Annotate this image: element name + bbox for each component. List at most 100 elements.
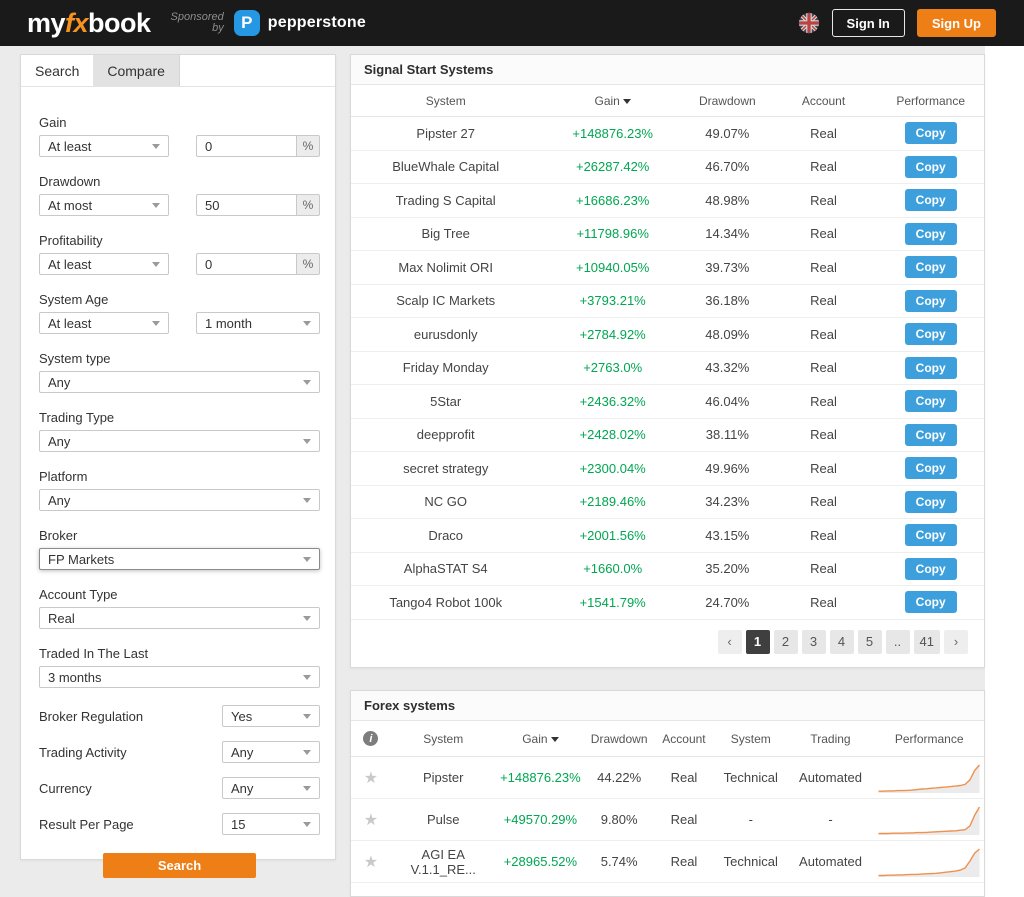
- pagination-ellipsis[interactable]: ..: [885, 629, 910, 654]
- system-name[interactable]: 5Star: [430, 393, 462, 409]
- system-name[interactable]: Trading S Capital: [395, 192, 496, 208]
- pagination-page-5[interactable]: 5: [857, 629, 882, 654]
- broker-select[interactable]: FP Markets: [39, 548, 320, 570]
- copy-button[interactable]: Copy: [904, 189, 957, 212]
- system-name[interactable]: NC GO: [424, 494, 468, 510]
- performance-sparkline[interactable]: [877, 846, 981, 878]
- pagination-prev-button[interactable]: ‹: [717, 629, 742, 654]
- pagination-page-1[interactable]: 1: [745, 629, 770, 654]
- tab-compare[interactable]: Compare: [93, 55, 180, 86]
- copy-button[interactable]: Copy: [904, 490, 957, 513]
- copy-button[interactable]: Copy: [904, 222, 957, 245]
- col-account[interactable]: Account: [662, 731, 706, 746]
- copy-button[interactable]: Copy: [904, 256, 957, 279]
- broker-regulation-select[interactable]: Yes: [222, 705, 320, 727]
- sign-up-button[interactable]: Sign Up: [916, 9, 996, 37]
- system-age-value-select[interactable]: 1 month: [196, 312, 320, 334]
- pagination-page-3[interactable]: 3: [801, 629, 826, 654]
- copy-button[interactable]: Copy: [904, 323, 957, 346]
- drawdown-value: 43.15%: [705, 527, 750, 543]
- system-age-operator-select[interactable]: At least: [39, 312, 169, 334]
- pagination-page-41[interactable]: 41: [913, 629, 940, 654]
- tab-search[interactable]: Search: [21, 55, 94, 86]
- system-name[interactable]: Pipster 27: [416, 125, 475, 141]
- favorite-star-icon[interactable]: ★: [363, 811, 379, 829]
- system-name[interactable]: Scalp IC Markets: [396, 293, 496, 309]
- system-name[interactable]: deepprofit: [416, 427, 475, 443]
- copy-button[interactable]: Copy: [904, 423, 957, 446]
- gain-value: +26287.42%: [575, 159, 650, 175]
- chevron-down-icon: [303, 556, 311, 562]
- profitability-operator-select[interactable]: At least: [39, 253, 169, 275]
- gain-value-input[interactable]: [196, 135, 296, 157]
- col-system[interactable]: System: [423, 731, 464, 746]
- system-name[interactable]: Pipster: [422, 770, 464, 785]
- system-name[interactable]: Tango4 Robot 100k: [389, 594, 503, 610]
- system-name[interactable]: BlueWhale Capital: [392, 159, 500, 175]
- system-name[interactable]: Max Nolimit ORI: [398, 259, 494, 275]
- account-type-select[interactable]: Real: [39, 607, 320, 629]
- system-name[interactable]: eurusdonly: [413, 326, 478, 342]
- copy-button[interactable]: Copy: [904, 122, 957, 145]
- system-type-select[interactable]: Any: [39, 371, 320, 393]
- info-icon[interactable]: i: [363, 731, 379, 746]
- col-performance[interactable]: Performance: [894, 731, 964, 746]
- col-gain[interactable]: Gain: [496, 732, 586, 746]
- gain-value: +2784.92%: [579, 326, 646, 342]
- system-name[interactable]: Friday Monday: [402, 360, 489, 376]
- copy-button[interactable]: Copy: [904, 557, 957, 580]
- performance-sparkline[interactable]: [877, 804, 981, 836]
- result-per-page-select[interactable]: 15: [222, 813, 320, 835]
- system-name[interactable]: Big Tree: [421, 226, 470, 242]
- favorite-star-icon[interactable]: ★: [363, 853, 379, 871]
- favorite-star-icon[interactable]: ★: [351, 894, 391, 897]
- col-system[interactable]: System: [425, 93, 466, 108]
- col-drawdown[interactable]: Drawdown: [590, 731, 648, 746]
- col-gain[interactable]: Gain: [540, 94, 685, 108]
- system-name[interactable]: Draco: [428, 527, 464, 543]
- traded-in-last-select[interactable]: 3 months: [39, 666, 320, 688]
- performance-sparkline[interactable]: [877, 762, 981, 794]
- system-name[interactable]: AlphaSTAT S4: [403, 561, 488, 577]
- favorite-star-icon[interactable]: ★: [363, 769, 379, 787]
- drawdown-operator-select[interactable]: At most: [39, 194, 169, 216]
- trading-type-select[interactable]: Any: [39, 430, 320, 452]
- system-age-label: System Age: [39, 292, 109, 307]
- pagination-page-4[interactable]: 4: [829, 629, 854, 654]
- trading-activity-select[interactable]: Any: [222, 741, 320, 763]
- gain-operator-select[interactable]: At least: [39, 135, 169, 157]
- col-account[interactable]: Account: [801, 93, 846, 108]
- table-row: NC GO +2189.46% 34.23% Real Copy: [351, 486, 984, 519]
- copy-button[interactable]: Copy: [904, 289, 957, 312]
- sign-in-button[interactable]: Sign In: [831, 9, 905, 37]
- system-name[interactable]: secret strategy: [403, 460, 489, 476]
- table-row: BlueWhale Capital +26287.42% 46.70% Real…: [351, 151, 984, 184]
- drawdown-value: 46.70%: [705, 159, 750, 175]
- chevron-down-icon: [303, 785, 311, 791]
- pagination-page-2[interactable]: 2: [773, 629, 798, 654]
- pagination-next-button[interactable]: ›: [944, 629, 968, 654]
- col-drawdown[interactable]: Drawdown: [698, 93, 756, 108]
- platform-select[interactable]: Any: [39, 489, 320, 511]
- copy-button[interactable]: Copy: [904, 356, 957, 379]
- col-system-type[interactable]: System: [730, 731, 771, 746]
- search-button[interactable]: Search: [103, 853, 256, 878]
- copy-button[interactable]: Copy: [904, 457, 957, 480]
- copy-button[interactable]: Copy: [904, 155, 957, 178]
- copy-button[interactable]: Copy: [904, 524, 957, 547]
- gain-value: +2300.04%: [579, 460, 646, 476]
- table-row: deepprofit +2428.02% 38.11% Real Copy: [351, 419, 984, 452]
- myfxbook-logo[interactable]: myfxbook: [27, 8, 151, 39]
- uk-flag-icon[interactable]: [798, 12, 820, 34]
- drawdown-value-input[interactable]: [196, 194, 296, 216]
- profitability-value-input[interactable]: [196, 253, 296, 275]
- col-performance[interactable]: Performance: [896, 93, 966, 108]
- col-trading[interactable]: Trading: [810, 731, 851, 746]
- currency-select[interactable]: Any: [222, 777, 320, 799]
- copy-button[interactable]: Copy: [904, 390, 957, 413]
- copy-button[interactable]: Copy: [904, 591, 957, 614]
- system-name[interactable]: Pulse: [426, 812, 460, 827]
- system-name[interactable]: AGI EA V.1.1_RE...: [410, 846, 476, 877]
- pepperstone-sponsor-link[interactable]: P pepperstone: [233, 10, 366, 36]
- account-type: Real: [810, 192, 837, 208]
